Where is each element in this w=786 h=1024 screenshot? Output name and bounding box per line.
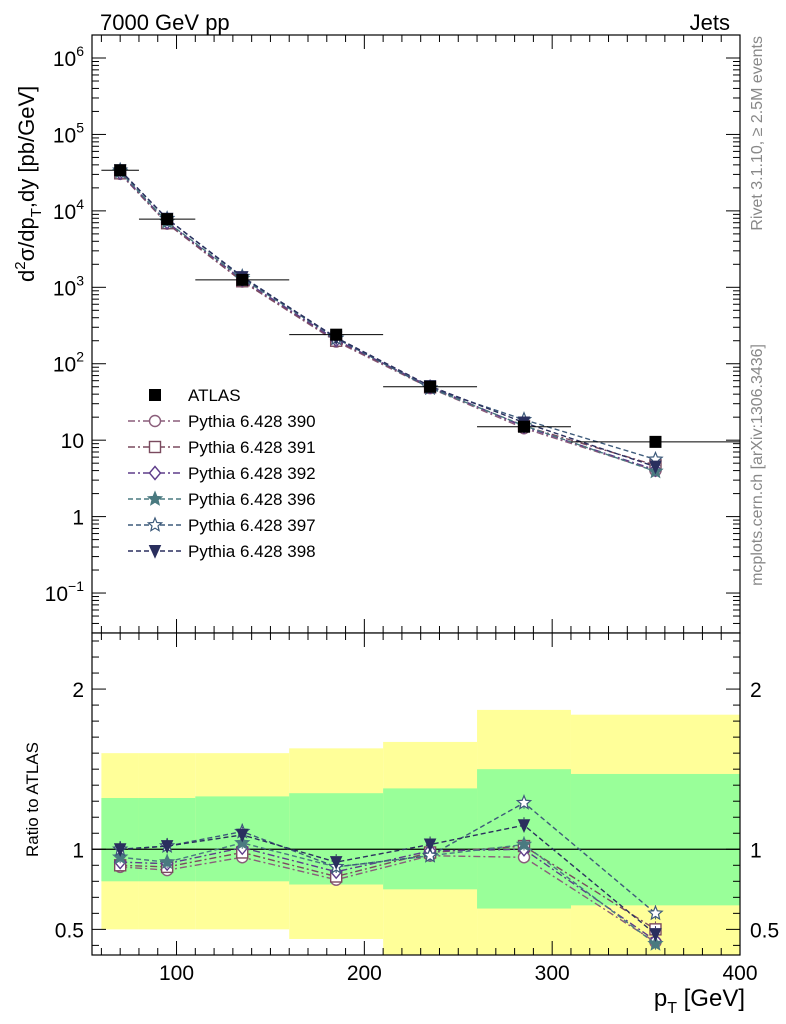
legend-label-s391: Pythia 6.428 391 — [188, 438, 316, 457]
legend-item-s392: Pythia 6.428 392 — [128, 464, 316, 483]
main-y-tick-label: 103 — [53, 272, 84, 300]
legend-marker-atlas — [149, 389, 161, 401]
series-point-s398 — [649, 460, 662, 475]
tick-exponent: 6 — [76, 43, 84, 59]
x-tick-label: 400 — [722, 962, 757, 985]
rivet-version-label: Rivet 3.1.10, ≥ 2.5M events — [749, 36, 766, 231]
legend-label-atlas: ATLAS — [188, 386, 241, 405]
main-y-tick-label: 106 — [53, 43, 84, 71]
header-left: 7000 GeV pp — [100, 10, 230, 35]
tick-base: 10 — [45, 583, 68, 606]
tick-exponent: 3 — [76, 272, 84, 288]
x-tick-label: 200 — [347, 962, 382, 985]
x-axis-label: pT [GeV] — [654, 985, 745, 1017]
tick-base: 10 — [53, 277, 76, 300]
tick-exponent: −1 — [68, 578, 84, 594]
legend-label-s396: Pythia 6.428 396 — [188, 490, 316, 509]
ratio-point-s398 — [329, 856, 343, 870]
uncertainty-band-inner — [570, 773, 740, 906]
legend-label-s398: Pythia 6.428 398 — [188, 542, 316, 561]
ratio-y-tick-label-right: 1 — [750, 839, 762, 862]
mcplots-label: mcplots.cern.ch [arXiv:1306.3436] — [749, 344, 766, 586]
ratio-point-s398 — [235, 828, 249, 843]
ratio-point-s396 — [647, 935, 664, 951]
legend-marker-s397 — [146, 516, 164, 532]
ratio-y-tick-label-left: 0.5 — [55, 919, 84, 942]
legend-marker-s392 — [148, 465, 162, 481]
x-tick-label: 100 — [159, 962, 194, 985]
legend-item-atlas: ATLAS — [149, 386, 241, 405]
main-y-tick-label: 104 — [53, 196, 84, 224]
ratio-frame — [91, 632, 741, 956]
legend: ATLAS Pythia 6.428 390 Pythia 6.428 391 Pyt… — [128, 386, 316, 561]
ratio-panel: 0.5 0.5 1 1 2 2 100 200 300 400 — [55, 632, 779, 985]
main-y-tick-label: 10 — [61, 430, 84, 453]
main-plot-area — [92, 35, 740, 633]
ratio-point-s396 — [515, 835, 533, 852]
legend-label-s390: Pythia 6.428 390 — [188, 412, 316, 431]
ratio-point-s398 — [160, 840, 174, 854]
ratio-y-tick-label-right: 0.5 — [750, 919, 779, 942]
legend-item-s396: Pythia 6.428 396 — [128, 490, 316, 509]
legend-item-s397: Pythia 6.428 397 — [128, 516, 316, 535]
main-y-tick-label: 10−1 — [45, 578, 85, 606]
legend-marker-s390 — [148, 414, 162, 428]
ratio-y-tick-label-left: 1 — [72, 839, 84, 862]
ratio-point-s397 — [515, 794, 533, 810]
atlas-data-point — [424, 380, 437, 393]
tick-base: 10 — [53, 354, 76, 377]
ratio-point-s397 — [421, 847, 439, 863]
tick-base: 10 — [53, 201, 76, 224]
ratio-point-s397 — [647, 904, 664, 921]
tick-base: 10 — [53, 124, 76, 147]
tick-base: 10 — [53, 48, 76, 71]
tick-exponent: 5 — [76, 119, 84, 135]
atlas-data-point — [649, 435, 662, 448]
atlas-data-point — [161, 213, 174, 226]
legend-item-s390: Pythia 6.428 390 — [128, 412, 316, 431]
legend-label-s397: Pythia 6.428 397 — [188, 516, 316, 535]
legend-item-s391: Pythia 6.428 391 — [128, 438, 316, 457]
main-y-tick-label: 102 — [53, 349, 84, 377]
ratio-series-s398 — [113, 817, 662, 943]
legend-marker-s396 — [146, 490, 164, 506]
header-right: Jets — [690, 10, 730, 35]
main-y-tick-label: 105 — [53, 119, 84, 147]
atlas-data-point — [518, 420, 530, 433]
ratio-point-s396 — [158, 853, 176, 870]
main-y-tick-label: 1 — [72, 507, 84, 530]
x-tick-label: 300 — [535, 962, 570, 985]
ratio-point-s398 — [423, 838, 437, 853]
atlas-data-point — [114, 164, 127, 177]
main-y-axis-label: d2σ/dpT,dy [pb/GeV] — [12, 86, 45, 282]
legend-label-s392: Pythia 6.428 392 — [188, 464, 316, 483]
atlas-data-point — [330, 328, 343, 341]
atlas-data — [101, 164, 740, 448]
legend-marker-s398 — [148, 545, 162, 559]
ratio-y-tick-label-left: 2 — [72, 679, 84, 702]
ratio-point-s398 — [113, 843, 127, 857]
tick-exponent: 2 — [76, 349, 84, 365]
ratio-y-axis-label: Ratio to ATLAS — [23, 742, 42, 857]
legend-item-s398: Pythia 6.428 398 — [128, 542, 316, 561]
ratio-point-s398 — [517, 819, 531, 833]
ratio-y-tick-label-right: 2 — [750, 679, 762, 702]
legend-marker-s391 — [148, 440, 162, 454]
atlas-data-point — [236, 273, 249, 286]
ratio-point-s398 — [649, 928, 662, 942]
tick-exponent: 4 — [76, 196, 84, 212]
